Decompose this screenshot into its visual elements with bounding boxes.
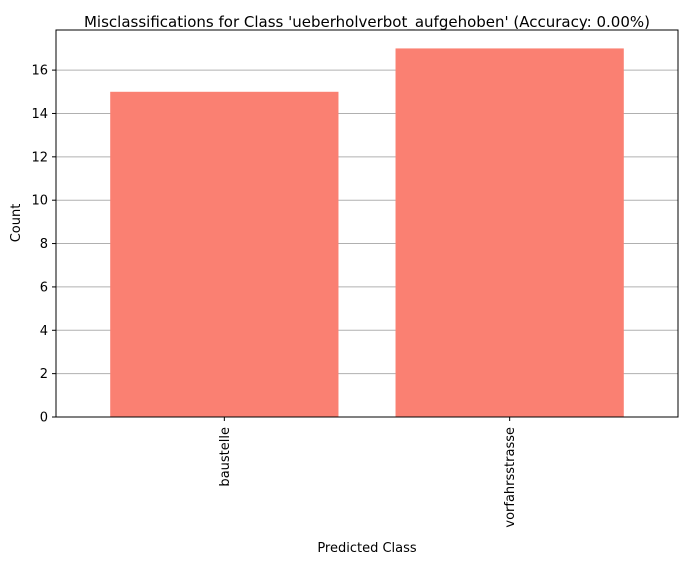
x-axis-ticks: baustelle vorfahrsstrasse — [218, 417, 518, 528]
y-tick-label: 6 — [40, 280, 48, 295]
y-tick-label: 0 — [40, 411, 48, 426]
y-tick-label: 16 — [31, 64, 48, 79]
bars — [110, 48, 624, 418]
y-tick-label: 2 — [40, 367, 48, 382]
chart-title: Misclassifications for Class 'ueberholve… — [84, 13, 650, 32]
y-tick-label: 12 — [31, 150, 48, 165]
plot-frame — [55, 29, 679, 418]
y-axis-label: Count — [9, 204, 24, 243]
x-tick-label: vorfahrsstrasse — [503, 427, 518, 528]
x-tick-label: baustelle — [218, 427, 233, 487]
y-axis-ticks: 0 2 4 6 8 10 12 14 16 — [31, 64, 56, 426]
bar-baustelle — [110, 91, 339, 417]
bar-vorfahrsstrasse — [395, 48, 624, 418]
y-tick-label: 4 — [40, 324, 48, 339]
axes — [55, 29, 679, 418]
x-axis-label: Predicted Class — [317, 541, 417, 556]
y-tick-label: 8 — [40, 237, 48, 252]
y-tick-label: 14 — [31, 107, 48, 122]
y-tick-label: 10 — [31, 194, 48, 209]
